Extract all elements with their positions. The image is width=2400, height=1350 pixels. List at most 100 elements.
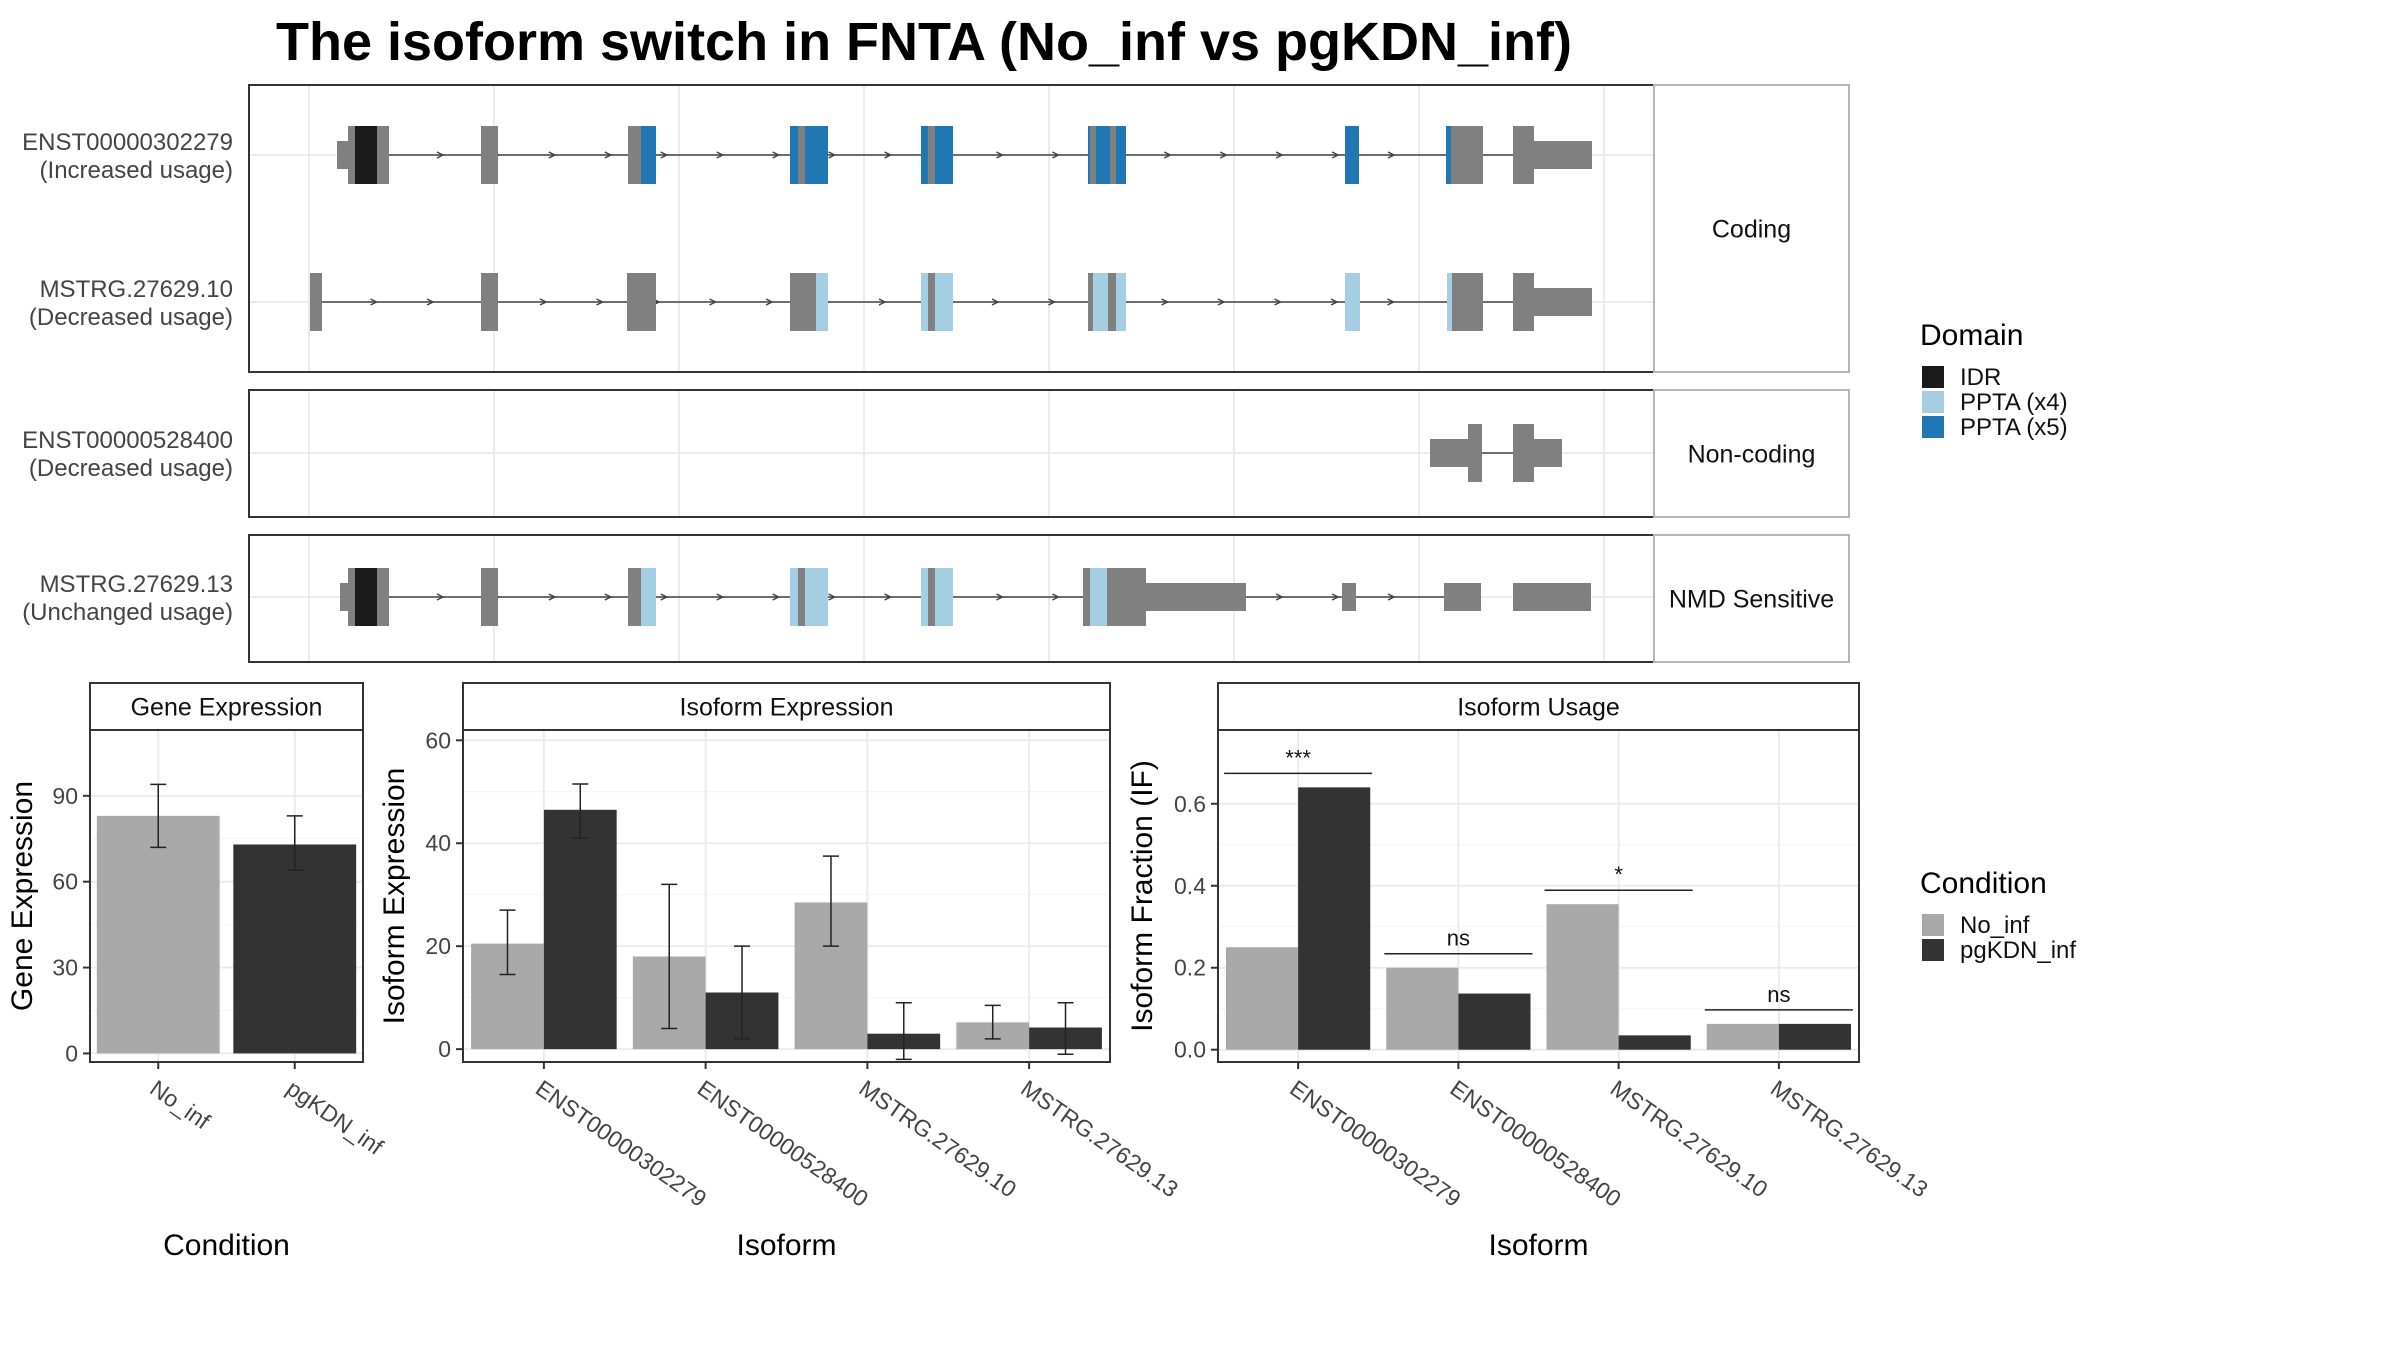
intron-arrow [1161, 298, 1170, 306]
domain-legend-label: PPTA (x5) [1960, 414, 2068, 441]
exon [481, 126, 498, 184]
exon [310, 273, 322, 331]
bar [1618, 1035, 1691, 1050]
exon [1534, 439, 1562, 467]
exon [1451, 126, 1483, 184]
exon [1513, 126, 1534, 184]
exon [790, 288, 813, 316]
domain-ppta-x5- [921, 126, 953, 184]
chart-strip [1217, 682, 1860, 731]
intron-arrow [884, 593, 893, 601]
exon [928, 273, 935, 331]
exon [1107, 568, 1146, 626]
group-strip-label: NMD Sensitive [1669, 586, 1834, 614]
exon [1146, 583, 1246, 611]
intron-arrow [426, 298, 435, 306]
bar [1226, 947, 1299, 1050]
y-tick-label: 90 [52, 783, 78, 809]
domain-legend-key [1922, 366, 1944, 388]
bar [233, 844, 357, 1054]
bar [96, 815, 220, 1054]
intron-arrow [436, 593, 445, 601]
y-tick-label: 0.2 [1174, 955, 1206, 981]
intron-arrow [1217, 298, 1226, 306]
exon [627, 273, 656, 331]
transcript-features [310, 126, 1592, 626]
exon [628, 126, 641, 184]
y-tick-label: 0 [65, 1040, 78, 1066]
isoform-expression-chart: Isoform Expression 0 20 40 60 ENST00000302279… [378, 682, 1183, 1262]
intron-arrow [1048, 298, 1057, 306]
chart-strip-label: Isoform Expression [680, 694, 894, 722]
exon [628, 568, 641, 626]
intron-arrow [996, 593, 1005, 601]
y-axis-title: Gene Expression [6, 781, 39, 1011]
intron-arrow [604, 151, 613, 159]
isoform-usage-chart: Isoform Usage *** ns * ns 0.0 0.2 0.4 0.6 ENST000… [1126, 682, 1933, 1262]
domain-ppta-x4- [815, 273, 828, 331]
group-strip [1653, 84, 1850, 373]
domain-ppta-x4- [921, 568, 953, 626]
exon [1088, 273, 1093, 331]
plot-border [462, 729, 1111, 1063]
exon [1534, 141, 1592, 169]
gene-expression-chart: Gene Expression 0 30 60 90 No_inf pgKDN_inf Con… [6, 682, 388, 1262]
intron-arrow [370, 298, 379, 306]
domain-legend-label: IDR [1960, 364, 2001, 391]
group-strip-label: Coding [1712, 216, 1791, 244]
x-tick-label: No_inf [145, 1075, 215, 1135]
intron-arrow [1387, 151, 1396, 159]
exon [1513, 583, 1591, 611]
transcript-labels: ENST00000302279(Increased usage) MSTRG.27… [22, 129, 233, 626]
x-tick-label: ENST00000302279 [1285, 1075, 1465, 1212]
chart-strip-label: Gene Expression [131, 694, 323, 722]
transcript-usage-label: (Decreased usage) [29, 304, 233, 331]
y-axis-title: Isoform Fraction (IF) [1126, 760, 1159, 1032]
significance-label: * [1614, 862, 1623, 887]
exon [1430, 439, 1470, 467]
exon [481, 568, 498, 626]
domain-ppta-x4- [921, 273, 953, 331]
exon [1513, 273, 1534, 331]
domain-ppta-x5- [641, 126, 656, 184]
bar [1546, 904, 1619, 1050]
intron-arrow [828, 593, 837, 601]
transcript-usage-label: (Unchanged usage) [22, 599, 233, 626]
chart-strip-label: Isoform Usage [1457, 694, 1620, 722]
significance-label: ns [1447, 926, 1470, 951]
intron-arrow [1052, 593, 1061, 601]
bar [543, 809, 617, 1050]
plot-border [89, 729, 364, 1063]
significance-label: *** [1285, 745, 1311, 770]
intron-arrow [991, 298, 1000, 306]
intron-arrow [1275, 593, 1284, 601]
exon [1513, 424, 1534, 482]
intron-arrow [1330, 298, 1339, 306]
y-tick-label: 30 [52, 955, 78, 981]
x-tick-label: ENST00000302279 [531, 1075, 711, 1212]
x-tick-label: MSTRG.27629.13 [1016, 1075, 1183, 1203]
intron-arrow [604, 593, 613, 601]
exon [1452, 273, 1483, 331]
bar [1458, 993, 1531, 1050]
domain-legend-key [1922, 416, 1944, 438]
bar [1298, 787, 1371, 1050]
bar [1386, 967, 1459, 1050]
group-strip-label: Non-coding [1688, 441, 1816, 469]
intron-arrow [596, 298, 605, 306]
intron-arrow [1387, 593, 1396, 601]
exon [1342, 583, 1356, 611]
intron-arrow [660, 593, 669, 601]
domain-idr [355, 568, 377, 626]
y-tick-label: 40 [425, 830, 451, 856]
x-axis-title: Isoform [736, 1229, 836, 1262]
domain-ppta-x5- [790, 126, 828, 184]
intron-arrow [878, 298, 887, 306]
y-axis-title: Isoform Expression [378, 768, 411, 1025]
exon [481, 273, 498, 331]
transcript-id-label: MSTRG.27629.13 [40, 571, 233, 598]
exon [928, 126, 935, 184]
y-tick-label: 0.0 [1174, 1037, 1206, 1063]
